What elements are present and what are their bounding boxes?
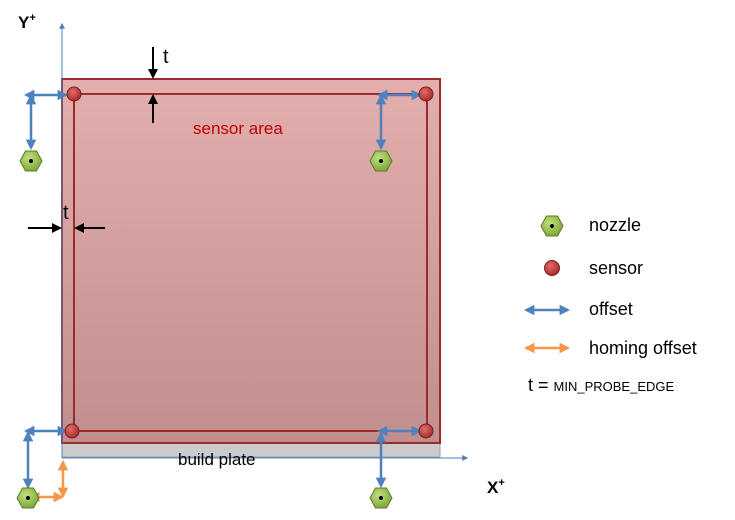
- nozzle-icon: [19, 150, 43, 172]
- sensor-icon: [418, 86, 434, 102]
- legend-offset-label: offset: [589, 299, 633, 319]
- thickness-left-label: t: [63, 202, 69, 224]
- nozzle-icon: [369, 487, 393, 509]
- legend: nozzle sensor offset homing offset t = M…: [523, 215, 697, 395]
- legend-sensor-icon: [544, 260, 560, 276]
- sensor-icon: [418, 423, 434, 439]
- nozzle-icon: [16, 487, 40, 509]
- y-axis-label: Y+: [18, 12, 36, 32]
- legend-sensor-label: sensor: [589, 258, 643, 278]
- thickness-top-label: t: [163, 46, 169, 68]
- legend-nozzle-icon: [540, 215, 564, 237]
- x-axis-label: X+: [487, 477, 505, 497]
- legend-homing-offset-label: homing offset: [589, 338, 697, 358]
- sensor-icon: [66, 86, 82, 102]
- sensor-area-inner: [73, 93, 428, 432]
- sensor-icon: [64, 423, 80, 439]
- legend-t-definition: t = MIN_PROBE_EDGE: [528, 375, 674, 395]
- nozzle-icon: [369, 150, 393, 172]
- sensor-area-label: sensor area: [193, 119, 283, 138]
- build-plate-label: build plate: [178, 450, 256, 469]
- legend-nozzle-label: nozzle: [589, 215, 641, 235]
